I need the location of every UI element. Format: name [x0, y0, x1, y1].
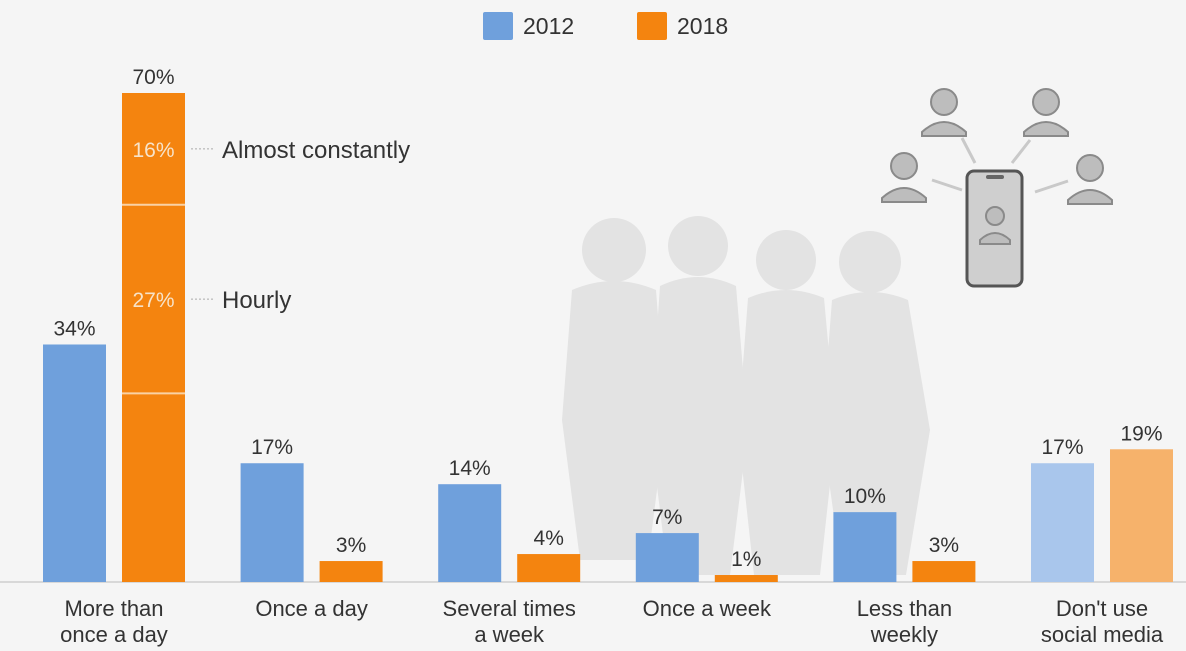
x-tick-label-3-0: Once a week	[643, 596, 772, 621]
value-label-2018-5: 19%	[1120, 422, 1162, 445]
segment-annotation-0: Almost constantly	[222, 137, 410, 164]
segment-value-1: 27%	[132, 289, 174, 312]
value-label-2012-3: 7%	[652, 506, 682, 529]
legend-swatch-2012	[483, 12, 513, 40]
people-silhouette-illustration	[562, 216, 930, 575]
bar-2018-2	[517, 554, 581, 582]
x-tick-label-4-0: Less than	[857, 596, 952, 621]
x-tick-label-0-0: More than	[64, 596, 163, 621]
bar-2012-3	[635, 533, 699, 582]
value-labels: 34% 70% 17% 3% 14% 4% 7% 1% 10% 3% 17% 19%	[53, 66, 1162, 571]
x-tick-label-2-0: Several times	[443, 596, 576, 621]
legend: 2012 2018	[483, 12, 728, 40]
value-label-2018-1: 3%	[336, 534, 366, 557]
legend-label-2018: 2018	[677, 13, 728, 39]
stacked-segments: 16% Almost constantly 27% Hourly	[122, 137, 410, 395]
value-label-2018-3: 1%	[731, 548, 761, 571]
bar-2012-5	[1031, 463, 1094, 582]
value-label-2018-2: 4%	[534, 527, 564, 550]
value-label-2012-0: 34%	[53, 317, 95, 340]
bar-2012-1	[240, 463, 304, 582]
segment-annotation-1: Hourly	[222, 287, 291, 314]
value-label-2012-5: 17%	[1041, 436, 1083, 459]
value-label-2018-4: 3%	[929, 534, 959, 557]
bar-2012-0	[43, 344, 106, 582]
bar-2012-2	[438, 484, 502, 582]
x-tick-label-4-1: weekly	[870, 622, 938, 647]
value-label-2012-2: 14%	[449, 457, 491, 480]
bar-2012-4	[833, 512, 897, 582]
bar-2018-1	[319, 561, 383, 582]
bar-2018-4	[912, 561, 976, 582]
legend-swatch-2018	[637, 12, 667, 40]
bar-2018-0	[122, 93, 185, 582]
phone-network-icon	[881, 88, 1113, 288]
segment-value-0: 16%	[132, 139, 174, 162]
value-label-2018-0: 70%	[132, 66, 174, 89]
x-tick-label-2-1: a week	[474, 622, 545, 647]
bar-2018-3	[714, 575, 778, 582]
x-tick-label-5-0: Don't use	[1056, 596, 1148, 621]
x-tick-label-5-1: social media	[1041, 622, 1164, 647]
bar-2018-5	[1110, 449, 1173, 582]
value-label-2012-4: 10%	[844, 485, 886, 508]
legend-label-2012: 2012	[523, 13, 574, 39]
x-tick-label-0-1: once a day	[60, 622, 168, 647]
x-tick-label-1-0: Once a day	[255, 596, 368, 621]
bars	[43, 93, 1173, 582]
value-label-2012-1: 17%	[251, 436, 293, 459]
